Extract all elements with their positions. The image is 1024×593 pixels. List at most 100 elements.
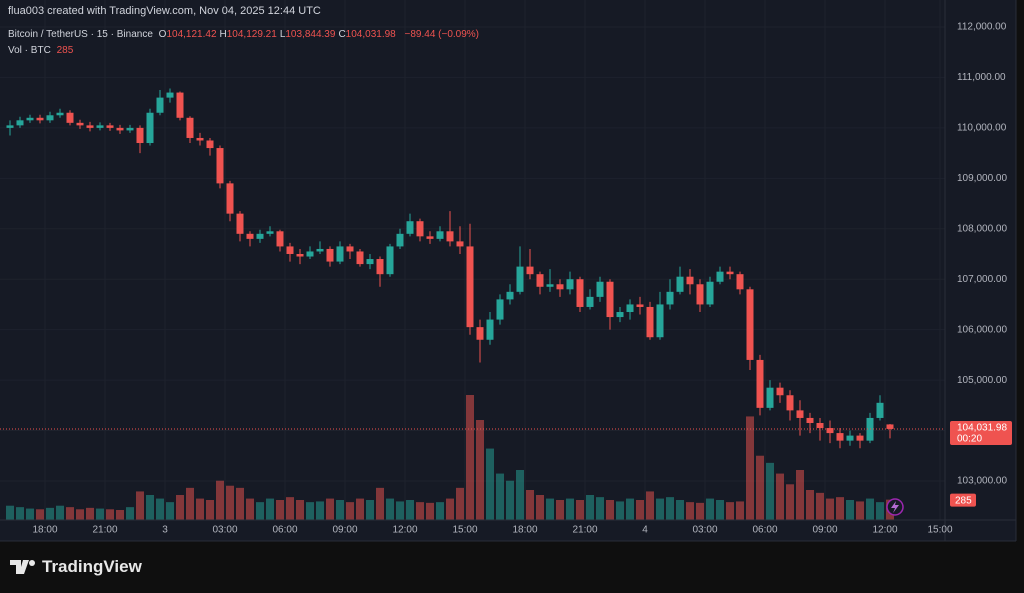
x-tick-label: 12:00	[872, 525, 897, 536]
chart: 103,000.00104,000.00105,000.00106,000.00…	[0, 0, 1017, 542]
volume-bar	[436, 502, 444, 520]
candle-body	[746, 289, 754, 360]
candle-body	[576, 279, 584, 307]
candle-body	[476, 327, 484, 340]
candle-body	[796, 410, 804, 418]
candle-body	[446, 231, 454, 242]
candle-body	[6, 125, 14, 128]
candle-body	[496, 299, 504, 320]
volume-bar	[326, 498, 334, 520]
volume-value: 285	[56, 45, 74, 56]
volume-bar	[826, 498, 834, 520]
volume-bar	[596, 497, 604, 520]
candle-body	[26, 117, 34, 121]
candle-body	[546, 284, 554, 287]
candle-body	[206, 140, 214, 149]
candle-body	[236, 213, 244, 234]
volume-bar	[836, 497, 844, 520]
y-tick-label: 105,000.00	[957, 375, 1007, 386]
candle-body	[96, 125, 104, 128]
volume-bar	[776, 473, 784, 520]
x-tick-label: 21:00	[92, 525, 117, 536]
candle-body	[86, 125, 94, 128]
y-tick-label: 109,000.00	[957, 173, 1007, 184]
volume-bar	[656, 498, 664, 520]
volume-bar	[176, 495, 184, 520]
x-tick-label: 06:00	[272, 525, 297, 536]
volume-bar	[186, 487, 194, 520]
candle-body	[376, 259, 384, 275]
volume-tag-label: 285	[955, 495, 972, 506]
volume-bar	[856, 501, 864, 520]
x-tick-label: 12:00	[392, 525, 417, 536]
volume-bar	[136, 491, 144, 520]
y-tick-label: 112,000.00	[957, 22, 1007, 33]
volume-bar	[526, 490, 534, 520]
candle-body	[426, 236, 434, 239]
volume-bar	[536, 495, 544, 520]
volume-bar	[86, 507, 94, 520]
volume-bar	[396, 501, 404, 520]
y-tick-label: 107,000.00	[957, 274, 1007, 285]
ohlc-key: L	[279, 29, 286, 40]
volume-bar	[206, 500, 214, 520]
volume-bar	[646, 491, 654, 520]
volume-bar	[676, 500, 684, 520]
volume-bar	[746, 416, 754, 520]
candle-body	[716, 271, 724, 282]
candle-body	[816, 422, 824, 429]
volume-bar	[756, 455, 764, 520]
volume-bar	[466, 395, 474, 520]
candle-body	[246, 233, 254, 239]
alert-icon-glyph	[891, 501, 899, 513]
candle-body	[296, 253, 304, 257]
volume-bar	[606, 500, 614, 520]
volume-bar	[106, 509, 114, 520]
candle-body	[456, 241, 464, 247]
candle-body	[16, 120, 24, 126]
volume-bar	[16, 507, 24, 520]
x-tick-label: 15:00	[927, 525, 952, 536]
candle-body	[76, 122, 84, 126]
candle-body	[46, 115, 54, 121]
volume-bar	[576, 500, 584, 520]
candle-body	[266, 231, 274, 234]
volume-bar	[686, 502, 694, 520]
volume-bar	[246, 498, 254, 520]
volume-bar	[36, 509, 44, 520]
volume-legend: Vol · BTC 285	[8, 45, 76, 56]
candle-body	[366, 259, 374, 265]
volume-bar	[716, 500, 724, 520]
ohlc-key: H	[219, 29, 227, 40]
volume-bar	[56, 505, 64, 520]
candle-body	[646, 306, 654, 338]
candle-body	[676, 276, 684, 292]
ohlc-value: 104,129.21	[226, 29, 277, 40]
volume-bar	[46, 507, 54, 520]
volume-bar	[336, 500, 344, 520]
caption: flua003 created with TradingView.com, No…	[8, 5, 321, 17]
candle-body	[786, 395, 794, 411]
x-tick-label: 3	[162, 525, 168, 536]
candle-body	[316, 248, 324, 252]
volume-bar	[766, 462, 774, 520]
volume-bar	[486, 448, 494, 520]
y-tick-label: 111,000.00	[957, 72, 1006, 83]
candle-body	[156, 97, 164, 113]
x-tick-label: 06:00	[752, 525, 777, 536]
volume-bar	[156, 498, 164, 520]
y-tick-label: 106,000.00	[957, 324, 1007, 335]
volume-bar	[296, 500, 304, 520]
last-price-tag	[950, 420, 1012, 445]
y-tick-label: 110,000.00	[957, 123, 1007, 134]
x-tick-label: 18:00	[32, 525, 57, 536]
candle-body	[856, 435, 864, 441]
brand-logo	[10, 560, 35, 574]
countdown: 00:20	[957, 434, 982, 445]
candle-body	[736, 274, 744, 290]
candle-body	[776, 387, 784, 396]
volume-bar	[446, 498, 454, 520]
x-tick-label: 4	[642, 525, 648, 536]
candle-body	[876, 402, 884, 418]
volume-tag	[950, 493, 976, 507]
